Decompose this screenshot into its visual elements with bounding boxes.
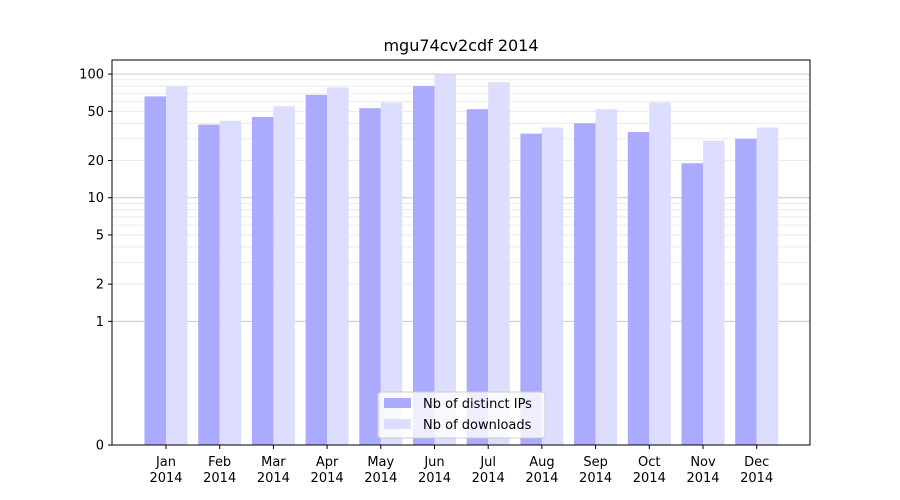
- bar-distinct-ips: [574, 123, 596, 445]
- legend-box: [377, 391, 546, 439]
- y-tick-label: 50: [87, 105, 104, 120]
- x-axis: Jan 2014 Feb 2014 Mar 2014 Apr 2014 May 2014 Jun 20…: [149, 445, 773, 486]
- x-tick-label: Dec 2014: [740, 455, 773, 486]
- x-tick-label: Sep 2014: [579, 455, 612, 486]
- bar-downloads: [327, 87, 349, 446]
- bar-downloads: [380, 102, 403, 445]
- x-tick-label: Jun 2014: [418, 455, 451, 486]
- x-tick-label: Jan 2014: [149, 455, 182, 486]
- y-tick-label: 20: [87, 154, 104, 169]
- bar-distinct-ips: [305, 94, 328, 445]
- bar-distinct-ips: [466, 109, 489, 445]
- bar-downloads: [488, 82, 510, 446]
- legend-label: Nb of distinct IPs: [423, 397, 532, 412]
- y-tick-label: 5: [96, 228, 104, 243]
- x-tick-label: Feb 2014: [203, 455, 236, 486]
- bar-downloads: [219, 120, 242, 446]
- bar-distinct-ips: [627, 132, 650, 446]
- x-tick-label: May 2014: [364, 455, 397, 486]
- bar-downloads: [649, 102, 671, 445]
- bar-distinct-ips: [681, 163, 703, 445]
- bar-distinct-ips: [735, 138, 757, 446]
- y-tick-label: 100: [79, 68, 104, 83]
- bar-distinct-ips: [251, 116, 274, 445]
- bar-downloads: [166, 86, 188, 446]
- y-tick-label: 1: [96, 315, 104, 330]
- bar-downloads: [703, 140, 725, 445]
- bar-downloads: [595, 109, 618, 445]
- bar-downloads: [434, 74, 456, 445]
- legend-swatch: [384, 419, 411, 429]
- bar-distinct-ips: [413, 86, 435, 446]
- bar-distinct-ips: [198, 124, 220, 445]
- x-tick-label: Jul 2014: [472, 455, 505, 486]
- bar-downloads: [273, 106, 295, 445]
- legend-swatch: [384, 398, 411, 408]
- y-tick-label: 0: [96, 439, 104, 454]
- y-tick-label: 10: [87, 191, 104, 206]
- x-tick-label: Oct 2014: [633, 455, 666, 486]
- bar-distinct-ips: [520, 133, 542, 445]
- x-tick-label: Apr 2014: [311, 455, 344, 486]
- bar-downloads: [756, 127, 779, 446]
- bars: [144, 74, 779, 446]
- y-axis: 0 1 2 5 10 20 50 100: [79, 68, 112, 454]
- bar-downloads: [541, 127, 564, 446]
- chart-title: mgu74cv2cdf 2014: [383, 36, 538, 55]
- x-tick-label: Mar 2014: [257, 455, 290, 486]
- bar-distinct-ips: [144, 96, 166, 445]
- bar-distinct-ips: [359, 108, 381, 445]
- y-tick-label: 2: [96, 278, 104, 293]
- x-tick-label: Aug 2014: [525, 455, 558, 486]
- x-tick-label: Nov 2014: [686, 455, 719, 486]
- legend-label: Nb of downloads: [423, 418, 532, 433]
- legend: Nb of distinct IPs Nb of downloads: [377, 391, 546, 439]
- plot-frame: [111, 59, 811, 446]
